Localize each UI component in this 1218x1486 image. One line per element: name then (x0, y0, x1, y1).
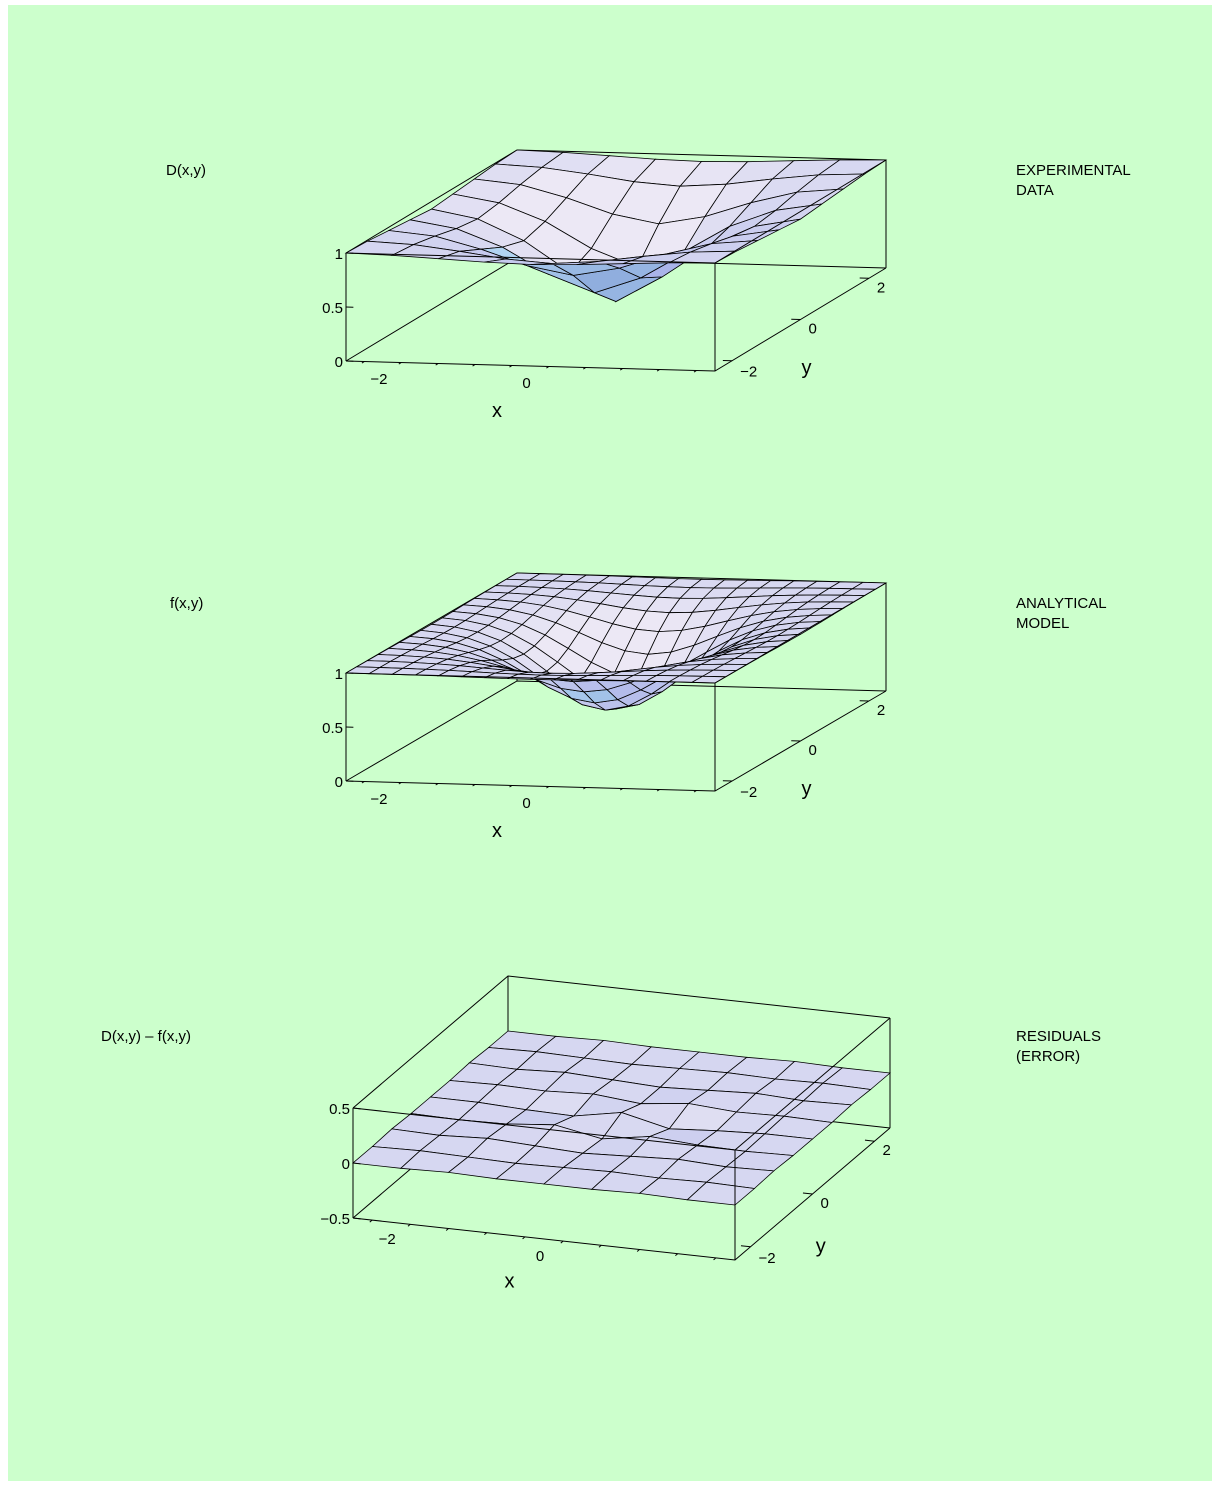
axis-ticks (345, 252, 869, 373)
z-tick-label: 0.5 (329, 1101, 350, 1118)
x-tick-label: −2 (370, 791, 387, 808)
y-axis-label: y (816, 1235, 826, 1257)
caption-analytical-line1: ANALYTICAL (1016, 595, 1107, 612)
z-tick-label: 0.5 (322, 300, 343, 317)
x-tick-mark (522, 1236, 526, 1240)
y-tick-mark (740, 1245, 751, 1248)
z-tick-mark (352, 1107, 361, 1110)
box-top-back (352, 975, 891, 1109)
z-tick-label: 0 (335, 774, 343, 791)
x-tick-mark (598, 1244, 602, 1248)
y-tick-label: 2 (883, 1142, 891, 1159)
axis-tick-labels: −2 0 −2 0 2 −0.5 0 0.5 (320, 1101, 890, 1267)
caption-experimental-line1: EXPERIMENTAL (1016, 162, 1131, 179)
caption-experimental: EXPERIMENTAL DATA (1016, 161, 1131, 201)
x-tick-label: 0 (522, 795, 530, 812)
z-tick-label: −0.5 (320, 1211, 350, 1228)
zlabel-residuals: D(x,y) – f(x,y) (101, 1028, 191, 1045)
surface-mesh (352, 1030, 891, 1206)
y-tick-label: 0 (809, 742, 817, 759)
box-top-front (345, 582, 887, 684)
axis-tick-labels: −2 0 −2 0 2 0 0.5 1 (322, 246, 885, 392)
caption-residuals: RESIDUALS (ERROR) (1016, 1027, 1101, 1067)
x-tick-mark (656, 369, 660, 372)
x-tick-mark (693, 370, 697, 373)
x-axis-label: x (504, 1271, 514, 1293)
x-axis-label: x (492, 400, 502, 422)
y-axis-label: y (802, 357, 812, 379)
x-tick-mark (484, 1232, 488, 1236)
y-tick-label: 2 (877, 702, 885, 719)
y-axis-label: y (802, 778, 812, 800)
x-tick-mark (361, 361, 365, 364)
x-tick-mark (435, 783, 439, 786)
x-tick-label: −2 (370, 371, 387, 388)
x-tick-mark (583, 787, 587, 790)
x-axis-label: x (492, 820, 502, 842)
z-tick-mark (352, 1162, 361, 1165)
caption-experimental-line2: DATA (1016, 182, 1054, 199)
surface-plot-0: −2 0 −2 0 2 0 0.5 1 x y (322, 149, 888, 422)
zlabel-experimental: D(x,y) (166, 162, 206, 179)
y-tick-label: −2 (740, 364, 757, 381)
z-tick-label: 0.5 (322, 720, 343, 737)
x-tick-mark (398, 782, 402, 785)
zlabel-analytical: f(x,y) (170, 595, 204, 612)
y-tick-label: 2 (877, 279, 885, 296)
surface-mesh (344, 149, 888, 303)
surface-plots: −2 0 −2 0 2 0 0.5 1 x y −2 0 −2 0 2 0 0.5 1 x y −2 0 −2 0 2 −0.5 0… (320, 149, 891, 1293)
caption-analytical-line2: MODEL (1016, 615, 1070, 632)
caption-residuals-line2: (ERROR) (1016, 1048, 1081, 1065)
x-tick-label: 0 (522, 375, 530, 392)
x-tick-mark (546, 786, 550, 789)
x-tick-label: −2 (379, 1231, 396, 1248)
x-tick-label: 0 (536, 1248, 544, 1265)
z-tick-mark (352, 1217, 361, 1220)
y-tick-label: −2 (759, 1250, 776, 1267)
x-tick-mark (361, 781, 365, 784)
x-tick-mark (509, 365, 513, 368)
x-tick-mark (546, 366, 550, 369)
x-tick-mark (435, 363, 439, 366)
z-tick-label: 1 (335, 666, 343, 683)
surface-mesh (344, 572, 888, 711)
caption-analytical: ANALYTICAL MODEL (1016, 594, 1107, 634)
y-tick-label: 0 (821, 1195, 829, 1212)
x-tick-mark (583, 367, 587, 370)
box-top-front (345, 159, 887, 264)
x-tick-mark (560, 1240, 564, 1244)
x-tick-mark (619, 368, 624, 371)
x-tick-mark (398, 362, 402, 365)
x-tick-mark (636, 1249, 640, 1252)
box-front-edges (345, 159, 887, 372)
y-tick-label: −2 (740, 784, 757, 801)
x-tick-mark (619, 788, 624, 791)
axis-tick-labels: −2 0 −2 0 2 0 0.5 1 (322, 666, 885, 812)
z-tick-label: 0 (342, 1156, 350, 1173)
z-tick-label: 0 (335, 354, 343, 371)
surface-cell (686, 1181, 756, 1206)
surface-plot-2: −2 0 −2 0 2 −0.5 0 0.5 x y (320, 975, 891, 1293)
x-tick-mark (675, 1253, 679, 1257)
x-tick-mark (407, 1223, 411, 1227)
x-tick-mark (713, 1257, 717, 1261)
y-tick-label: 0 (809, 321, 817, 338)
axis-ticks (352, 1107, 875, 1261)
x-tick-mark (656, 789, 660, 792)
x-tick-mark (472, 784, 476, 787)
x-tick-mark (472, 364, 476, 367)
surface-plot-1: −2 0 −2 0 2 0 0.5 1 x y (322, 572, 888, 842)
x-tick-mark (509, 785, 513, 788)
caption-residuals-line1: RESIDUALS (1016, 1028, 1102, 1045)
figure-panel: −2 0 −2 0 2 0 0.5 1 x y −2 0 −2 0 2 0 0.5 1 x y −2 0 −2 0 2 −0.5 0… (8, 5, 1212, 1481)
axis-ticks (345, 672, 869, 793)
z-tick-label: 1 (335, 246, 343, 263)
x-tick-mark (369, 1219, 373, 1223)
y-tick-mark (864, 1139, 875, 1142)
box-front-edges (345, 582, 887, 792)
x-tick-mark (445, 1228, 449, 1231)
box-top-front (352, 1017, 891, 1151)
y-tick-mark (802, 1192, 813, 1195)
x-tick-mark (693, 790, 697, 793)
